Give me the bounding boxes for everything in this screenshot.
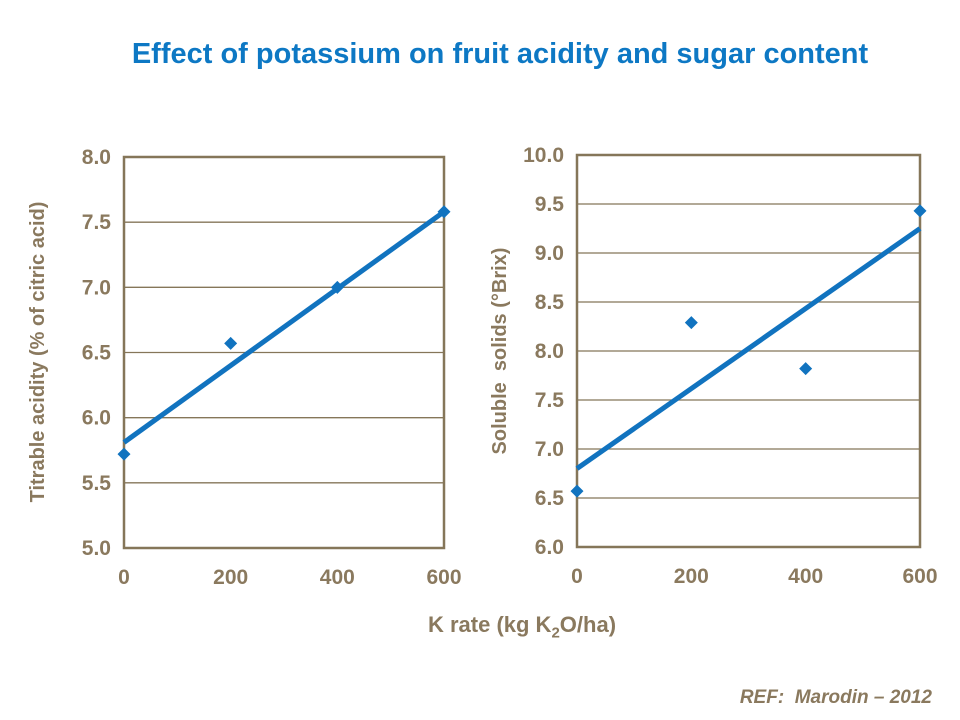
x-axis-label: K rate (kg K2O/ha) [124,612,920,641]
y-tick-label: 7.5 [535,389,565,412]
data-point [224,336,238,350]
x-axis-label-subscript: 2 [551,624,560,642]
x-axis-label-post: O/ha) [559,612,617,637]
data-point [330,280,344,294]
plot-border [122,155,446,550]
y-tick-label: 8.5 [535,291,565,314]
data-point [913,204,927,218]
y-tick-label: 5.5 [82,472,112,495]
data-point [117,447,131,461]
x-axis-label-pre: K rate (kg K [427,612,552,637]
y-axis-title: Titrable acidity (% of citric acid) [27,202,49,503]
x-tick-label: 200 [213,566,248,589]
y-tick-label: 9.5 [535,193,565,216]
x-tick-label: 400 [320,566,355,589]
slide-title: Effect of potassium on fruit acidity and… [131,38,869,70]
chart-svg-titrable-acidity: 5.0 5.5 6.0 6.5 7.0 7.5 8.0 0 200 400 600 Titrable … [27,146,462,589]
reference-text: REF: Marodin – 2012 [739,687,932,708]
y-tick-label: 7.5 [82,211,112,234]
data-point [684,316,698,330]
y-tick-label: 7.0 [535,438,564,461]
x-tick-label: 400 [788,565,823,588]
y-tick-label: 8.0 [82,146,111,169]
x-tick-label: 600 [426,566,461,589]
trend-line [575,226,922,471]
data-point [799,362,813,376]
chart-svg-soluble-solids: 6.0 6.5 7.0 7.5 8.0 8.5 9.0 9.5 10.0 0 200 400 600 So… [489,144,938,588]
y-tick-label: 7.0 [82,276,111,299]
y-tick-label: 8.0 [535,340,564,363]
y-tick-label: 6.5 [82,342,112,365]
y-tick-label: 6.5 [535,487,565,510]
data-point [570,484,584,498]
trend-line [122,209,446,445]
chart-titrable-acidity: 5.0 5.5 6.0 6.5 7.0 7.5 8.0 0 200 400 600 Titrable … [0,130,480,610]
x-tick-label: 0 [571,565,583,588]
y-tick-label: 5.0 [82,537,111,560]
data-point [437,205,451,219]
chart-soluble-solids: 6.0 6.5 7.0 7.5 8.0 8.5 9.0 9.5 10.0 0 200 400 600 So… [480,130,960,610]
x-tick-label: 200 [674,565,709,588]
plot-border [575,153,922,549]
y-tick-label: 10.0 [523,144,564,167]
x-tick-label: 0 [118,566,130,589]
y-axis-title: Soluble solids (°Brix) [489,248,511,455]
y-tick-label: 9.0 [535,242,564,265]
y-tick-label: 6.0 [535,536,564,559]
y-tick-label: 6.0 [82,407,111,430]
x-tick-label: 600 [902,565,937,588]
